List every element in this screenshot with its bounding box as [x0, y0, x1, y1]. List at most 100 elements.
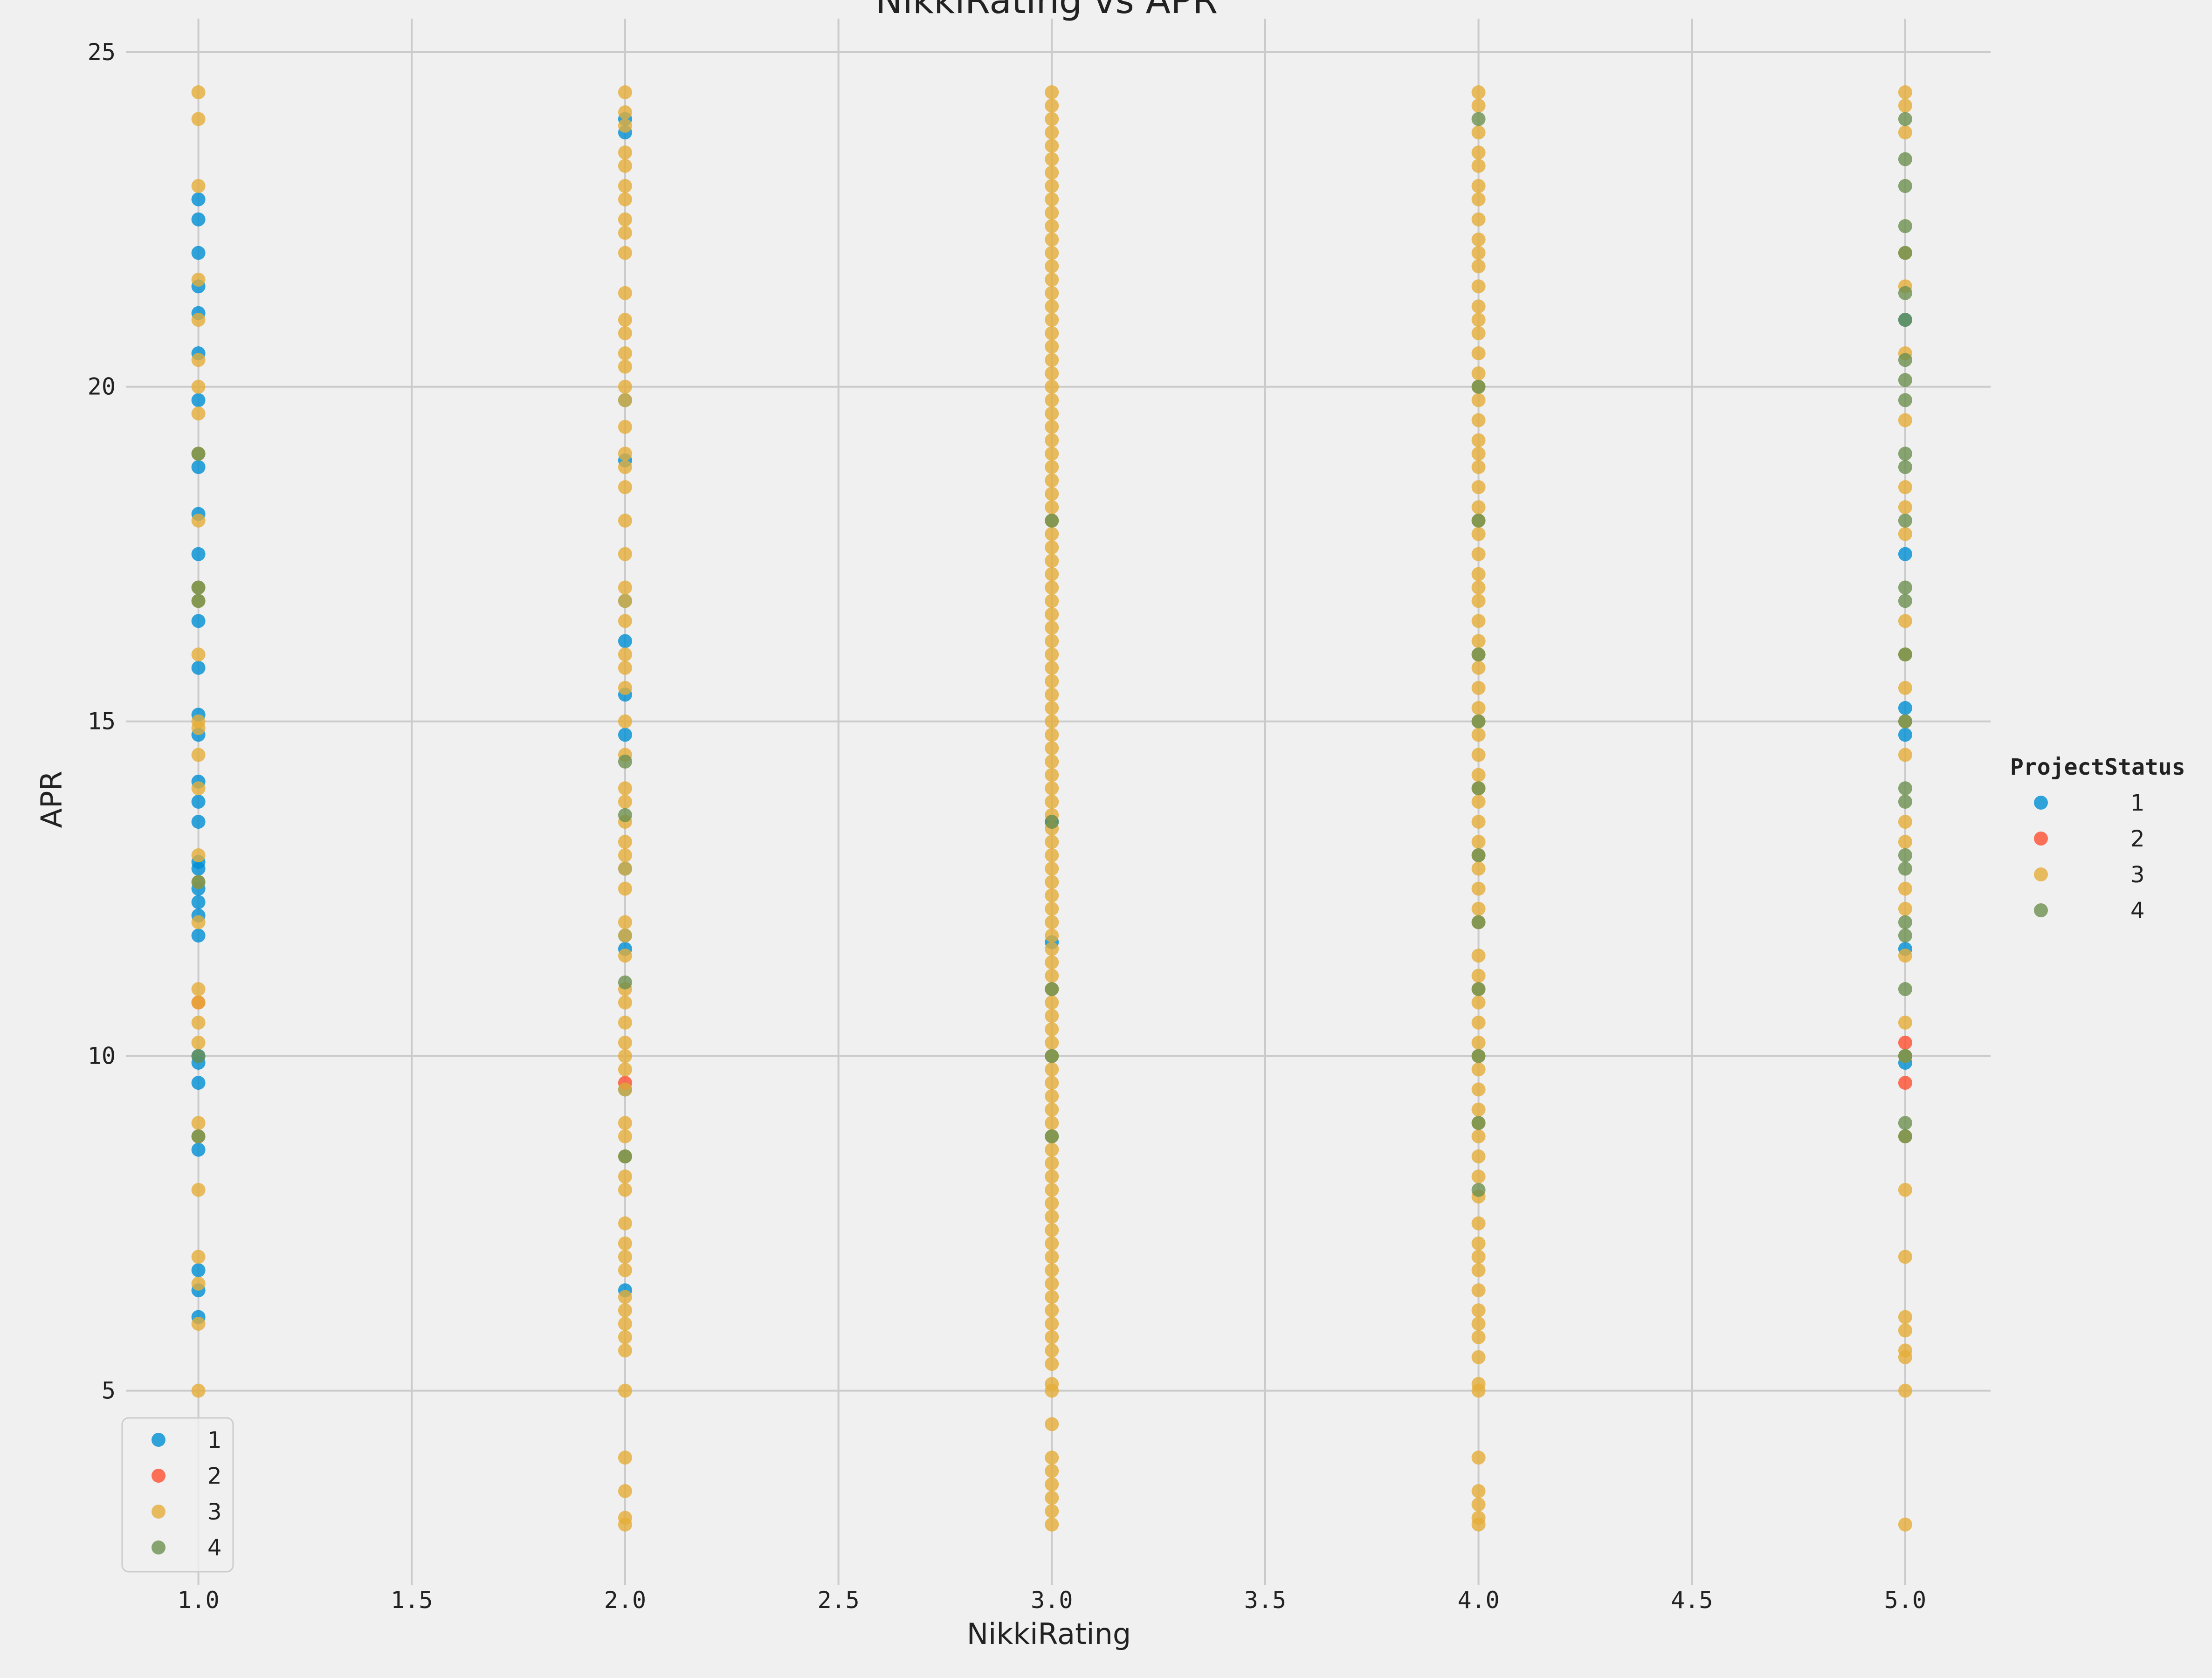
- data-point: [1045, 1210, 1059, 1224]
- data-point: [1898, 949, 1912, 963]
- data-point: [1045, 1491, 1059, 1505]
- data-point: [1045, 406, 1059, 421]
- data-point: [1898, 748, 1912, 762]
- data-point: [1471, 232, 1486, 247]
- data-point: [191, 406, 206, 421]
- data-point: [1045, 473, 1059, 488]
- data-point: [1471, 98, 1486, 113]
- y-axis-ticks: 5 10 15 20 25: [88, 39, 116, 1404]
- data-point: [1045, 1357, 1059, 1371]
- data-point: [1045, 915, 1059, 929]
- data-point: [618, 1290, 632, 1304]
- data-point: [191, 1076, 206, 1090]
- data-point: [1898, 647, 1912, 662]
- data-point: [1471, 701, 1486, 715]
- data-point: [1045, 969, 1059, 983]
- data-point: [618, 547, 632, 561]
- data-point: [618, 212, 632, 227]
- data-point: [191, 1116, 206, 1130]
- data-point: [1045, 540, 1059, 555]
- data-point: [1471, 85, 1486, 99]
- data-point: [1045, 674, 1059, 688]
- data-point: [1471, 1250, 1486, 1264]
- data-point: [618, 1236, 632, 1251]
- data-point: [1898, 1350, 1912, 1364]
- data-point: [1045, 901, 1059, 916]
- data-point: [618, 681, 632, 695]
- data-point: [1471, 1169, 1486, 1184]
- data-point: [1045, 1076, 1059, 1090]
- data-point: [1471, 969, 1486, 983]
- data-point: [1045, 1383, 1059, 1398]
- data-point: [1898, 313, 1912, 327]
- data-point: [1471, 580, 1486, 595]
- data-point: [1898, 85, 1912, 99]
- data-point: [618, 158, 632, 173]
- legend-project-status: ProjectStatus 1 2 3 4: [2010, 754, 2185, 924]
- data-point: [1898, 353, 1912, 367]
- data-point: [1045, 1330, 1059, 1344]
- data-point: [1898, 701, 1912, 715]
- data-point: [1898, 1049, 1912, 1063]
- data-point: [1045, 567, 1059, 581]
- data-point: [1045, 594, 1059, 608]
- y-axis-label: APR: [34, 771, 69, 828]
- data-point: [1045, 1517, 1059, 1532]
- data-point: [618, 714, 632, 729]
- data-point: [191, 594, 206, 608]
- data-point: [1898, 1383, 1912, 1398]
- data-point: [1045, 982, 1059, 997]
- data-point: [618, 1062, 632, 1077]
- data-point: [618, 246, 632, 260]
- data-point: [1045, 928, 1059, 943]
- data-point: [1898, 614, 1912, 628]
- data-point: [618, 1035, 632, 1050]
- data-point: [1045, 527, 1059, 541]
- x-tick-label: 1.5: [391, 1587, 433, 1614]
- data-point: [618, 614, 632, 628]
- data-point: [618, 975, 632, 990]
- data-point: [1471, 594, 1486, 608]
- data-point: [618, 861, 632, 876]
- data-point: [191, 1183, 206, 1197]
- data-point: [1045, 942, 1059, 956]
- data-point: [1471, 949, 1486, 963]
- data-point: [618, 513, 632, 528]
- data-point: [1471, 768, 1486, 782]
- data-point: [191, 580, 206, 595]
- data-point: [191, 721, 206, 736]
- data-point: [1045, 286, 1059, 300]
- data-point: [1045, 580, 1059, 595]
- data-point: [1898, 547, 1912, 561]
- data-point: [1898, 1183, 1912, 1197]
- data-point: [1045, 313, 1059, 327]
- data-point: [1471, 500, 1486, 515]
- data-point: [1471, 513, 1486, 528]
- data-point: [191, 379, 206, 394]
- data-point: [191, 85, 206, 99]
- data-point: [191, 179, 206, 193]
- data-point: [191, 393, 206, 407]
- data-point: [1898, 373, 1912, 387]
- data-point: [1471, 1497, 1486, 1512]
- data-point: [1471, 1149, 1486, 1164]
- data-point: [1045, 1009, 1059, 1023]
- x-axis-label: NikkiRating: [967, 1617, 1131, 1651]
- data-point: [1045, 714, 1059, 729]
- data-point: [618, 379, 632, 394]
- data-point: [618, 1250, 632, 1264]
- data-point: [618, 1129, 632, 1143]
- data-point: [618, 660, 632, 675]
- data-point: [1471, 480, 1486, 495]
- x-tick-label: 1.0: [177, 1587, 219, 1614]
- data-point: [1045, 1250, 1059, 1264]
- data-point: [1471, 660, 1486, 675]
- x-tick-label: 2.5: [817, 1587, 859, 1614]
- data-point: [191, 1129, 206, 1143]
- data-point: [618, 995, 632, 1010]
- data-point: [191, 547, 206, 561]
- data-point: [1471, 1015, 1486, 1030]
- data-point: [1471, 1183, 1486, 1197]
- data-point: [1471, 781, 1486, 796]
- data-point: [1898, 714, 1912, 729]
